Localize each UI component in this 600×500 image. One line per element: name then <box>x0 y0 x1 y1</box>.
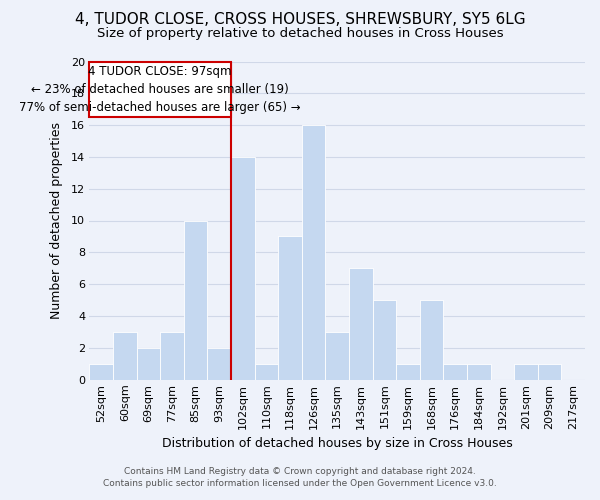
Bar <box>396 364 420 380</box>
Y-axis label: Number of detached properties: Number of detached properties <box>50 122 63 319</box>
Bar <box>349 268 373 380</box>
FancyBboxPatch shape <box>89 62 231 117</box>
Bar <box>443 364 467 380</box>
Bar <box>302 125 325 380</box>
Bar <box>325 332 349 380</box>
Bar <box>514 364 538 380</box>
Bar <box>231 157 254 380</box>
Text: 4, TUDOR CLOSE, CROSS HOUSES, SHREWSBURY, SY5 6LG: 4, TUDOR CLOSE, CROSS HOUSES, SHREWSBURY… <box>74 12 526 28</box>
Bar <box>184 220 208 380</box>
X-axis label: Distribution of detached houses by size in Cross Houses: Distribution of detached houses by size … <box>162 437 512 450</box>
Bar <box>89 364 113 380</box>
Bar <box>467 364 491 380</box>
Bar <box>160 332 184 380</box>
Text: Size of property relative to detached houses in Cross Houses: Size of property relative to detached ho… <box>97 28 503 40</box>
Text: 4 TUDOR CLOSE: 97sqm
← 23% of detached houses are smaller (19)
77% of semi-detac: 4 TUDOR CLOSE: 97sqm ← 23% of detached h… <box>19 65 301 114</box>
Bar <box>538 364 562 380</box>
Text: Contains HM Land Registry data © Crown copyright and database right 2024.
Contai: Contains HM Land Registry data © Crown c… <box>103 466 497 487</box>
Bar <box>254 364 278 380</box>
Bar <box>373 300 396 380</box>
Bar <box>113 332 137 380</box>
Bar <box>420 300 443 380</box>
Bar <box>208 348 231 380</box>
Bar <box>137 348 160 380</box>
Bar <box>278 236 302 380</box>
